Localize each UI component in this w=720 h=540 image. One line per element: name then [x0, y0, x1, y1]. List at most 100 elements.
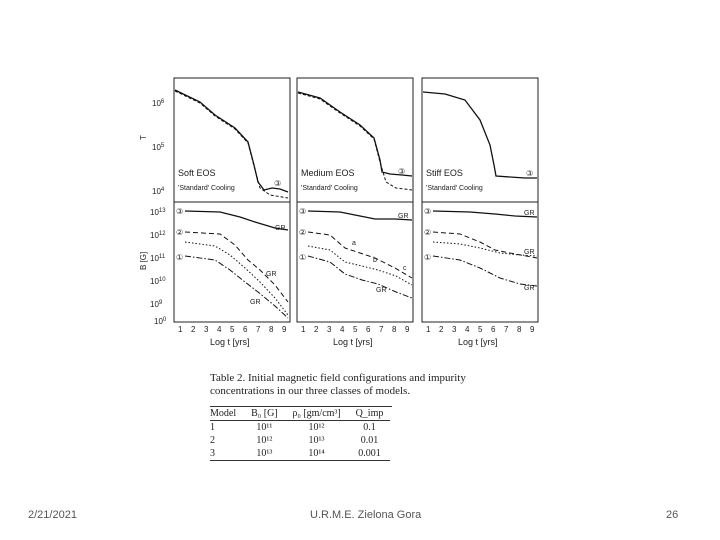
svg-text:4: 4 — [340, 325, 345, 334]
svg-text:3: 3 — [327, 325, 332, 334]
svg-text:6: 6 — [243, 325, 248, 334]
svg-text:1: 1 — [178, 325, 183, 334]
panel-3-cooling: 'Standard' Cooling — [426, 185, 483, 192]
table-row: 1 10¹¹ 10¹² 0.1 — [210, 422, 376, 433]
svg-text:8: 8 — [517, 325, 522, 334]
temp-tick-1: 106 — [152, 99, 165, 108]
footer-center: U.R.M.E. Zielona Gora — [310, 509, 422, 521]
temp-axis-label: T — [140, 135, 148, 140]
field-axis-label: B [G] — [140, 252, 148, 270]
field-curve-medium-3 — [307, 245, 413, 286]
svg-text:6: 6 — [491, 325, 496, 334]
svg-text:2: 2 — [314, 325, 319, 334]
panel-2-eos: Medium EOS — [301, 168, 355, 178]
panel-frame-2-bottom — [296, 201, 414, 323]
svg-text:6: 6 — [366, 325, 371, 334]
svg-text:4: 4 — [217, 325, 222, 334]
field-marker-stiff-3: ③ — [424, 207, 431, 216]
temp-curve-stiff — [422, 91, 537, 179]
gr-label-soft-3: GR — [250, 299, 261, 306]
svg-text:5: 5 — [353, 325, 358, 334]
panel-frame-1-top — [173, 77, 291, 203]
table-row: 3 10¹³ 10¹⁴ 0.001 — [210, 448, 381, 459]
field-marker-medium-1: ① — [299, 253, 306, 262]
field-marker-soft-3: ③ — [176, 207, 183, 216]
temp-tick-2: 105 — [152, 143, 165, 152]
header-qimp: Q_imp — [355, 408, 384, 419]
footer-date: 2/21/2021 — [28, 509, 77, 521]
field-curve-soft-4 — [184, 255, 289, 319]
field-marker-stiff-2: ② — [424, 228, 431, 237]
svg-text:5: 5 — [230, 325, 235, 334]
svg-text:3: 3 — [452, 325, 457, 334]
svg-text:7: 7 — [504, 325, 509, 334]
field-tick-1: 1013 — [150, 208, 166, 217]
field-marker-medium-2: ② — [299, 228, 306, 237]
svg-text:3: 3 — [204, 325, 209, 334]
temp-curve-soft-dashed — [174, 90, 289, 199]
field-curve-medium-4 — [307, 255, 413, 299]
svg-text:4: 4 — [465, 325, 470, 334]
svg-text:9: 9 — [405, 325, 410, 334]
table-caption: Table 2. Initial magnetic field configur… — [210, 372, 466, 397]
field-marker-soft-2: ② — [176, 228, 183, 237]
field-marker-soft-1: ① — [176, 253, 183, 262]
field-tick-4: 1010 — [150, 277, 166, 286]
table-header-row: Model B₀ [G] ρ₀ [gm/cm³] Q_imp — [210, 407, 390, 420]
header-rho0: ρ₀ [gm/cm³] — [292, 408, 341, 419]
panel-3-marker: ③ — [526, 169, 533, 178]
field-tick-zero: 100 — [154, 317, 167, 326]
svg-text:7: 7 — [379, 325, 384, 334]
footer-page-number: 26 — [666, 509, 679, 521]
field-curve-soft-2 — [184, 231, 289, 303]
panel-frame-3-bottom — [421, 201, 539, 323]
panel-1-eos: Soft EOS — [178, 168, 216, 178]
panel-1-marker: ③ — [274, 179, 281, 188]
x-axis-label-1: Log t [yrs] — [210, 337, 250, 347]
panel-frame-1-bottom — [173, 201, 291, 323]
gr-label-soft-2: GR — [266, 271, 277, 278]
panel-3-eos: Stiff EOS — [426, 168, 463, 178]
gr-label-medium-2: GR — [376, 287, 387, 294]
gr-label-stiff-2: GR — [524, 249, 535, 256]
svg-text:2: 2 — [191, 325, 196, 334]
field-tick-3: 1011 — [150, 254, 166, 263]
field-curve-medium-2 — [307, 231, 413, 279]
svg-text:1: 1 — [301, 325, 306, 334]
field-curve-soft-1 — [184, 210, 289, 231]
curve-label-a: a — [352, 240, 356, 247]
field-curve-stiff-4 — [432, 255, 538, 287]
svg-text:8: 8 — [392, 325, 397, 334]
temp-curve-medium-dashed — [297, 92, 413, 191]
field-marker-stiff-1: ① — [424, 253, 431, 262]
figure: 106 105 104 T 1013 1012 1011 1010 109 10… — [140, 77, 539, 347]
gr-label-soft-1: GR — [275, 225, 286, 232]
data-table: Model B₀ [G] ρ₀ [gm/cm³] Q_imp 1 10¹¹ 10¹²… — [210, 407, 390, 461]
svg-text:1: 1 — [426, 325, 431, 334]
field-curve-medium-1 — [307, 210, 413, 221]
field-marker-medium-3: ③ — [299, 207, 306, 216]
x-axis-label-2: Log t [yrs] — [333, 337, 373, 347]
field-tick-5: 109 — [150, 300, 163, 309]
gr-label-stiff-3: GR — [524, 285, 535, 292]
field-curve-stiff-3 — [432, 241, 538, 257]
svg-text:9: 9 — [530, 325, 535, 334]
panel-frame-3-top — [421, 77, 539, 203]
data-table-block: Table 2. Initial magnetic field configur… — [210, 372, 510, 461]
svg-text:9: 9 — [282, 325, 287, 334]
table-top-rule — [210, 406, 392, 407]
field-curve-soft-3 — [184, 241, 289, 316]
header-b0: B₀ [G] — [251, 408, 278, 419]
curve-label-b: b — [373, 257, 377, 264]
table-row: 2 10¹² 10¹³ 0.01 — [210, 435, 379, 446]
panel-2-marker: ③ — [398, 167, 405, 176]
panel-2-cooling: 'Standard' Cooling — [301, 185, 358, 192]
field-curve-stiff-2 — [432, 231, 538, 259]
panel-1-cooling: 'Standard' Cooling — [178, 185, 235, 192]
svg-text:2: 2 — [439, 325, 444, 334]
field-tick-2: 1012 — [150, 231, 166, 240]
temp-curve-soft — [174, 89, 289, 193]
